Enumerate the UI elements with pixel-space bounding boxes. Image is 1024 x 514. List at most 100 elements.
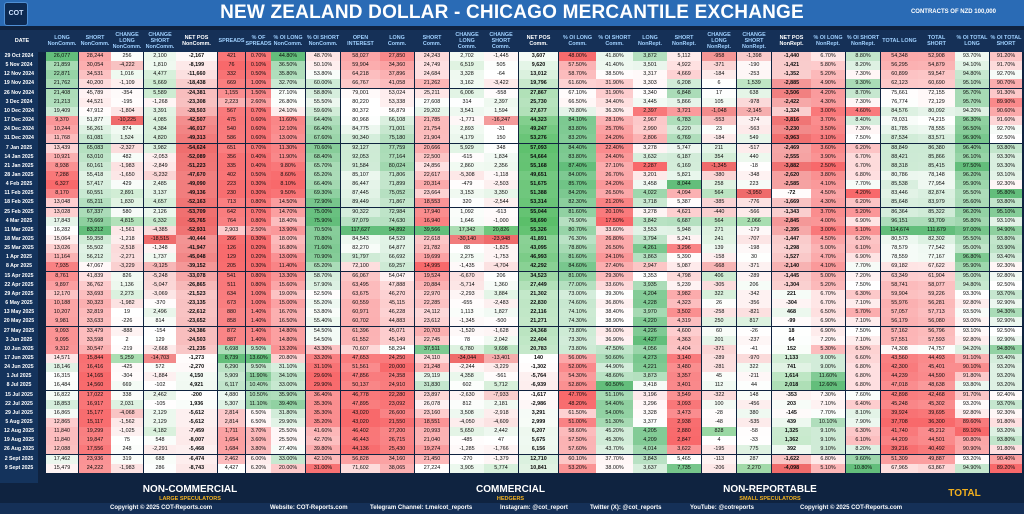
table-cell: 19,274 <box>415 445 449 455</box>
table-cell: -1,304 <box>772 280 811 290</box>
table-cell: 50.60% <box>596 353 633 363</box>
table-cell: 93.80% <box>990 143 1022 153</box>
table-cell: -322 <box>702 390 736 400</box>
table-cell: 564 <box>702 189 736 199</box>
table-cell: 421 <box>218 52 245 61</box>
footer-youtube-link[interactable]: YouTube: @cotreports <box>690 505 754 511</box>
table-cell: 16,940 <box>415 216 449 226</box>
footer-twitter-link[interactable]: Twitter (X): @cot_reports <box>590 505 662 511</box>
table-cell: 27.40% <box>596 262 633 272</box>
table-cell: 21,408 <box>46 88 78 98</box>
table-cell: -6,474 <box>176 454 217 464</box>
table-cell: 22.40% <box>596 143 633 153</box>
table-cell: 51,561 <box>341 363 380 373</box>
table-cell: -55,765 <box>176 216 217 226</box>
footer-instagram-link[interactable]: Instagram: @cot_report <box>500 505 568 511</box>
table-cell: 13,028 <box>46 207 78 217</box>
table-cell: 44.90% <box>596 363 633 373</box>
table-cell: -566 <box>737 207 771 217</box>
table-cell: 67,965 <box>881 463 918 473</box>
footer-telegram-link[interactable]: Telegram Channel: t.me/cot_reports <box>370 505 473 511</box>
column-header: CHANGE SHORT Comm. <box>489 32 513 50</box>
table-cell: 16,917 <box>79 399 111 409</box>
table-cell: 392 <box>772 445 811 455</box>
table-cell: 55.40% <box>306 317 340 327</box>
table-cell: 63,010 <box>79 152 111 162</box>
table-cell: 84,543 <box>341 235 380 244</box>
table-cell: 31.80% <box>271 408 305 418</box>
table-cell: 84,775 <box>341 125 380 135</box>
table-cell: 33.60% <box>596 225 633 235</box>
table-cell: 5,866 <box>667 97 701 107</box>
table-cell: 314 <box>450 97 484 107</box>
table-cell: 9.00% <box>811 353 845 363</box>
table-cell: 4,179 <box>450 134 484 144</box>
table-cell: 83.80% <box>559 152 596 162</box>
table-cell: 48.00% <box>559 52 596 61</box>
table-cell: 2,891 <box>111 189 143 199</box>
row-date: 18 Mar 2025 <box>4 236 34 242</box>
group-label-commercial: COMMERCIAL HEDGERS <box>476 484 545 502</box>
table-cell: 4,477 <box>144 70 176 80</box>
table-cell: 9.50% <box>271 189 305 199</box>
table-cell: 66,692 <box>380 253 414 263</box>
table-cell: 0.40% <box>246 152 271 162</box>
table-cell: 5.00% <box>811 271 845 281</box>
table-cell: 6,848 <box>667 88 701 98</box>
table-cell: 76.30% <box>559 235 596 244</box>
table-cell: 74,630 <box>380 216 414 226</box>
row-date: 25 Feb 2025 <box>4 208 34 215</box>
table-cell: 286 <box>144 463 176 473</box>
table-cell: 2,806 <box>633 134 667 144</box>
footer-website-link[interactable]: Website: COT-Reports.com <box>270 505 348 511</box>
table-cell: 11.90% <box>271 152 305 162</box>
table-cell: 71,602 <box>341 463 380 473</box>
table-cell: 11.90% <box>246 372 271 382</box>
table-cell: 2,129 <box>144 418 176 427</box>
table-cell: 12,865 <box>46 418 78 427</box>
table-cell: 24,250 <box>380 353 414 363</box>
table-cell: 1.00% <box>246 299 271 309</box>
table-cell: 74.60% <box>559 299 596 309</box>
row-date: 1 Jul 2025 <box>6 373 32 380</box>
table-cell: 2.60% <box>246 97 271 107</box>
table-cell: 1,614 <box>772 372 811 382</box>
table-cell: 73.80% <box>559 344 596 354</box>
table-cell: 4,014 <box>633 445 667 455</box>
table-cell: -456 <box>737 399 771 409</box>
table-cell: 46,443 <box>341 436 380 446</box>
table-cell: 77,954 <box>918 180 955 190</box>
table-cell: 58,741 <box>881 280 918 290</box>
table-cell: 80,786 <box>881 170 918 180</box>
table-cell: 90.60% <box>990 106 1022 116</box>
table-cell: 1,654 <box>218 436 245 446</box>
table-cell: 3,982 <box>667 289 701 299</box>
table-cell: 9.10% <box>811 436 845 446</box>
table-cell: 33.20% <box>306 353 340 363</box>
table-cell: 586 <box>218 134 245 144</box>
table-cell: 21,782 <box>415 244 449 254</box>
table-cell: 4,669 <box>667 70 701 80</box>
table-cell: 5,241 <box>667 235 701 244</box>
table-cell: 57,593 <box>918 335 955 345</box>
table-cell: 35.90% <box>271 390 305 400</box>
column-header: % OF SPREADS <box>245 35 272 47</box>
table-cell: 13.90% <box>271 225 305 235</box>
table-cell: 43,095 <box>519 244 558 254</box>
table-cell: 9.00% <box>811 363 845 373</box>
table-cell: 26,077 <box>46 52 78 61</box>
table-cell: -26,865 <box>176 280 217 290</box>
table-cell: -53,709 <box>176 207 217 217</box>
table-cell: -33 <box>737 436 771 446</box>
table-cell: 38.00% <box>596 463 633 473</box>
row-date: 10 Dec 2024 <box>4 107 34 114</box>
table-cell: 49,887 <box>918 454 955 464</box>
table-cell: -1,753 <box>484 253 518 263</box>
row-date: 21 Jan 2025 <box>4 162 34 169</box>
table-cell: 3.50% <box>811 125 845 135</box>
table-cell: 52.50% <box>306 289 340 299</box>
table-cell: 5.30% <box>811 344 845 354</box>
table-cell: 19 <box>111 308 143 318</box>
table-cell: 7.30% <box>846 97 880 107</box>
table-cell: 78,148 <box>918 170 955 180</box>
